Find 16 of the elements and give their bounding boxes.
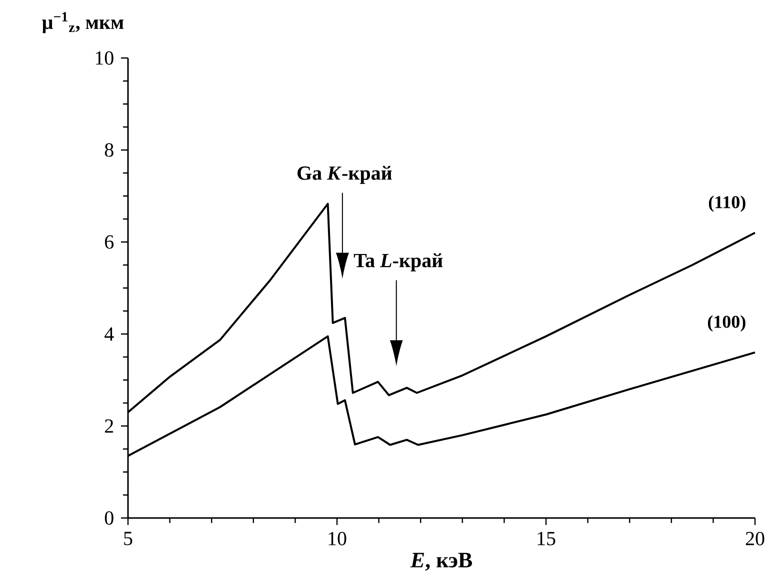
x-tick-label: 15 (538, 532, 556, 546)
series-label: (110) (708, 196, 746, 212)
x-axis-title: E, кэВ (410, 552, 472, 571)
y-tick-label: 4 (104, 327, 114, 341)
y-tick-label: 8 (104, 143, 114, 157)
x-tick-label: 20 (746, 532, 764, 546)
y-tick-label: 0 (104, 511, 114, 525)
y-tick-label: 6 (104, 235, 114, 249)
y-axis-title: μ$^{−1}$$_{z}$, мкм (42, 12, 124, 34)
x-tick-label: 5 (124, 532, 132, 546)
x-tick-label: 10 (328, 532, 346, 546)
annotation: Ga K-край (297, 166, 392, 184)
series-label: (100) (708, 315, 746, 332)
y-tick-label: 10 (96, 51, 114, 65)
annotation: Ta L-край (354, 253, 443, 272)
y-tick-label: 2 (105, 419, 114, 433)
